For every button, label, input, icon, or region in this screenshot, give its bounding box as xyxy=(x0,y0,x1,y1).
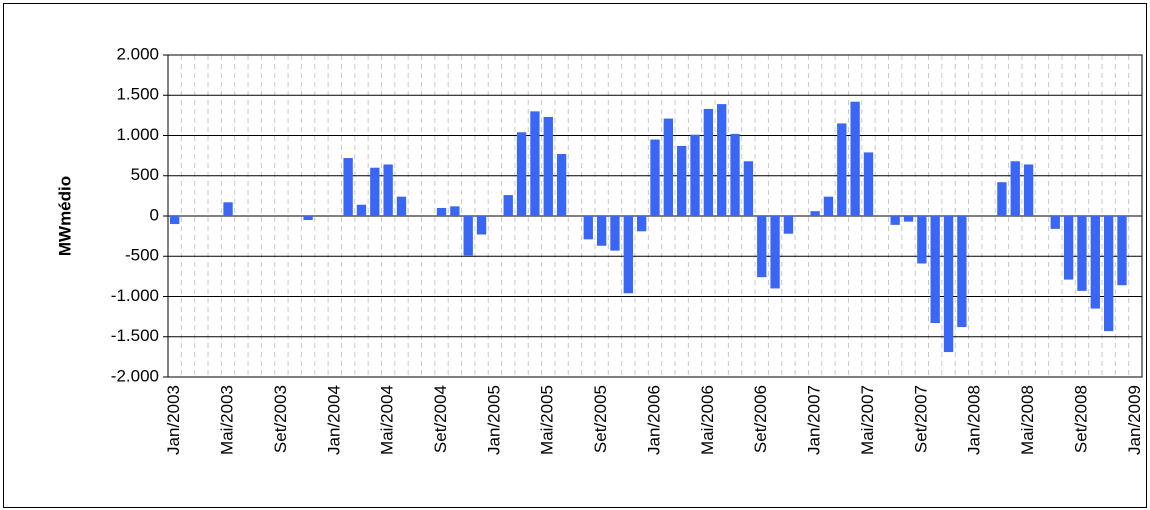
y-tick-label: -1.000 xyxy=(111,286,159,305)
bar xyxy=(717,104,727,216)
x-tick-label: Mai/2003 xyxy=(218,385,237,455)
bar xyxy=(636,216,647,232)
bar xyxy=(837,123,847,216)
y-tick-label: 1.000 xyxy=(116,125,159,144)
bar xyxy=(1010,161,1020,216)
bar xyxy=(1077,216,1087,291)
x-tick-label: Set/2008 xyxy=(1071,385,1090,453)
x-tick-label: Set/2005 xyxy=(591,385,610,453)
x-tick-label: Set/2003 xyxy=(271,385,290,453)
bar xyxy=(863,152,874,216)
y-tick-label: -500 xyxy=(125,246,159,265)
y-tick-label: 0 xyxy=(150,205,159,224)
x-tick-label: Mai/2004 xyxy=(378,385,397,455)
bar xyxy=(436,207,447,216)
bar xyxy=(1050,216,1060,229)
x-tick-label: Jan/2007 xyxy=(805,385,824,455)
bar xyxy=(530,111,540,216)
bar xyxy=(943,216,954,353)
bar xyxy=(223,202,233,216)
bar xyxy=(343,158,353,216)
bar xyxy=(556,154,567,216)
x-tick-label: Jan/2003 xyxy=(164,385,183,455)
bar xyxy=(303,216,313,221)
x-tick-label: Set/2004 xyxy=(431,385,450,453)
x-tick-label: Jan/2008 xyxy=(965,385,984,455)
y-tick-label: -1.500 xyxy=(111,326,159,345)
bar xyxy=(650,139,660,216)
x-tick-label: Mai/2007 xyxy=(858,385,877,455)
x-tick-label: Mai/2008 xyxy=(1018,385,1037,455)
bar xyxy=(677,145,687,216)
x-tick-label: Jan/2009 xyxy=(1125,385,1144,455)
bar xyxy=(703,108,714,216)
bar xyxy=(1090,216,1100,309)
bar xyxy=(383,164,393,216)
bar xyxy=(917,216,927,264)
bar xyxy=(370,167,380,216)
bar xyxy=(957,216,967,328)
bar xyxy=(516,132,527,216)
bar xyxy=(583,216,593,240)
x-tick-label: Set/2006 xyxy=(751,385,770,453)
bar xyxy=(823,196,834,216)
bar xyxy=(1063,216,1074,280)
x-tick-label: Jan/2006 xyxy=(644,385,663,455)
x-tick-label: Jan/2005 xyxy=(484,385,503,455)
bar xyxy=(770,216,780,289)
bar xyxy=(623,216,633,294)
bar xyxy=(903,216,914,222)
bar xyxy=(1023,164,1034,216)
bar xyxy=(690,134,700,216)
bar xyxy=(610,216,620,251)
bar xyxy=(663,118,674,216)
bar xyxy=(1117,216,1127,286)
bar xyxy=(997,182,1007,216)
bar xyxy=(743,161,754,216)
bar xyxy=(356,204,367,216)
bar xyxy=(730,133,740,216)
x-tick-label: Mai/2006 xyxy=(698,385,717,455)
bar xyxy=(503,195,513,216)
bar xyxy=(463,216,473,256)
x-tick-label: Mai/2005 xyxy=(538,385,557,455)
y-tick-label: 2.000 xyxy=(116,44,159,63)
plot-frame xyxy=(167,54,1143,378)
bar xyxy=(810,211,820,216)
y-tick-label: -2.000 xyxy=(111,366,159,385)
x-tick-label: Set/2007 xyxy=(911,385,930,453)
bar xyxy=(783,216,794,234)
y-axis-label: MWmédio xyxy=(55,176,74,256)
bar xyxy=(850,101,860,216)
y-tick-label: 500 xyxy=(131,165,159,184)
bar xyxy=(543,116,553,216)
bar xyxy=(476,216,487,235)
bar xyxy=(1103,216,1114,332)
chart-frame xyxy=(3,3,1147,508)
bar xyxy=(396,196,407,216)
bar xyxy=(757,216,767,278)
bar xyxy=(890,216,900,225)
bar xyxy=(930,216,940,324)
bar xyxy=(596,216,607,246)
bar xyxy=(170,216,180,225)
x-tick-label: Jan/2004 xyxy=(324,385,343,455)
bar xyxy=(450,206,460,216)
y-tick-label: 1.500 xyxy=(116,85,159,104)
